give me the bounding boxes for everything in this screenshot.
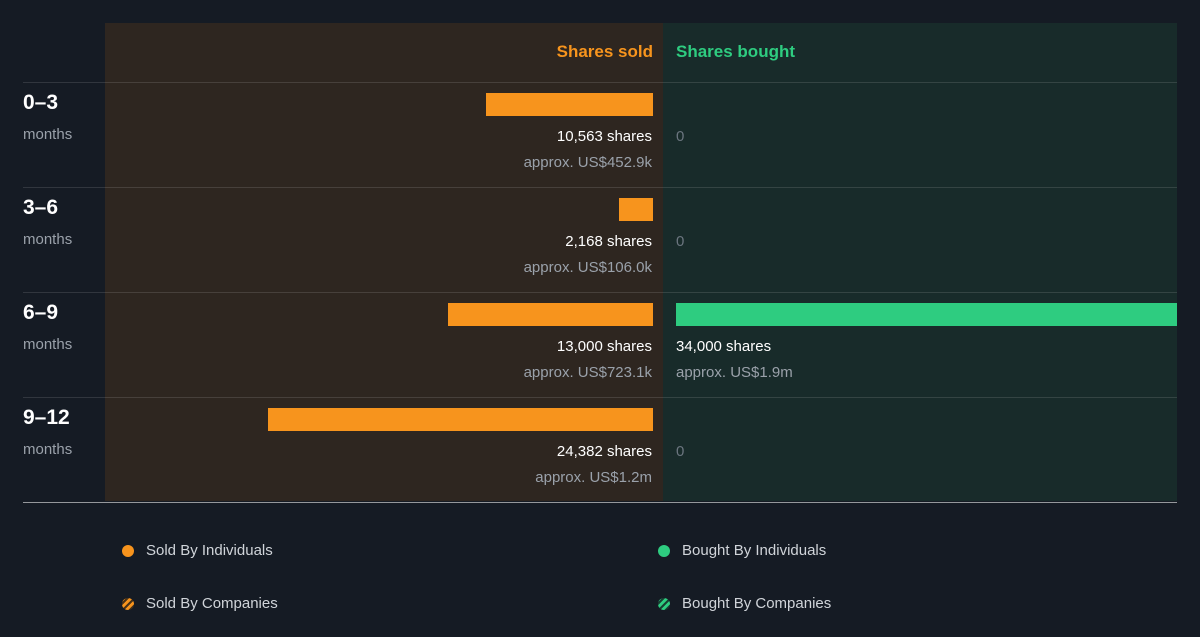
row-divider <box>23 292 1177 293</box>
sold-value-label: approx. US$106.0k <box>523 259 652 276</box>
chart-row: 9–12 months 24,382 shares approx. US$1.2m 0 <box>0 397 1200 502</box>
sold-value-label: approx. US$1.2m <box>535 469 652 486</box>
bought-shares-label: 0 <box>676 443 685 460</box>
sold-bar[interactable] <box>619 198 653 221</box>
legend-label: Bought By Companies <box>682 595 832 612</box>
period-unit: months <box>23 126 73 143</box>
sold-value-label: approx. US$723.1k <box>523 364 652 381</box>
chart-row: 0–3 months 10,563 shares approx. US$452.9k 0 <box>0 82 1200 187</box>
row-divider <box>23 397 1177 398</box>
bought-bar[interactable] <box>676 303 1177 326</box>
bought-shares-label: 0 <box>676 128 685 145</box>
period-unit: months <box>23 336 73 353</box>
row-divider <box>23 82 1177 83</box>
sold-bar[interactable] <box>268 408 653 431</box>
bought-panel <box>663 23 1177 501</box>
chart-row: 6–9 months 13,000 shares approx. US$723.1k 3… <box>0 292 1200 397</box>
period-label: 9–12 <box>23 406 70 429</box>
chart-baseline <box>23 502 1177 503</box>
legend-bought-companies[interactable]: Bought By Companies <box>658 595 831 612</box>
sold-shares-label: 2,168 shares <box>565 233 652 250</box>
bought-shares-label: 34,000 shares <box>676 338 772 355</box>
period-label: 6–9 <box>23 301 59 324</box>
bought-shares-label: 0 <box>676 233 685 250</box>
row-divider <box>23 187 1177 188</box>
legend-label: Bought By Individuals <box>682 542 827 559</box>
legend-dot-bought-individuals <box>658 544 670 557</box>
period-unit: months <box>23 441 73 458</box>
legend-dot-bought-companies <box>658 597 670 610</box>
sold-value-label: approx. US$452.9k <box>523 154 652 171</box>
chart-row: 3–6 months 2,168 shares approx. US$106.0k 0 <box>0 187 1200 292</box>
sold-shares-label: 24,382 shares <box>556 443 652 460</box>
legend-dot-sold-individuals <box>122 544 134 557</box>
legend-sold-individuals[interactable]: Sold By Individuals <box>122 542 273 559</box>
legend-sold-companies[interactable]: Sold By Companies <box>122 595 278 612</box>
period-label: 0–3 <box>23 91 59 114</box>
legend-dot-sold-companies <box>122 597 134 610</box>
sold-shares-label: 10,563 shares <box>556 128 652 145</box>
period-label: 3–6 <box>23 196 59 219</box>
sold-shares-label: 13,000 shares <box>556 338 652 355</box>
bought-value-label: approx. US$1.9m <box>676 364 793 381</box>
sold-header: Shares sold <box>556 42 653 61</box>
legend-label: Sold By Individuals <box>146 542 273 559</box>
bought-header: Shares bought <box>676 42 796 61</box>
period-unit: months <box>23 231 73 248</box>
sold-bar[interactable] <box>486 93 653 116</box>
legend-label: Sold By Companies <box>146 595 278 612</box>
sold-bar[interactable] <box>448 303 653 326</box>
legend-bought-individuals[interactable]: Bought By Individuals <box>658 542 826 559</box>
